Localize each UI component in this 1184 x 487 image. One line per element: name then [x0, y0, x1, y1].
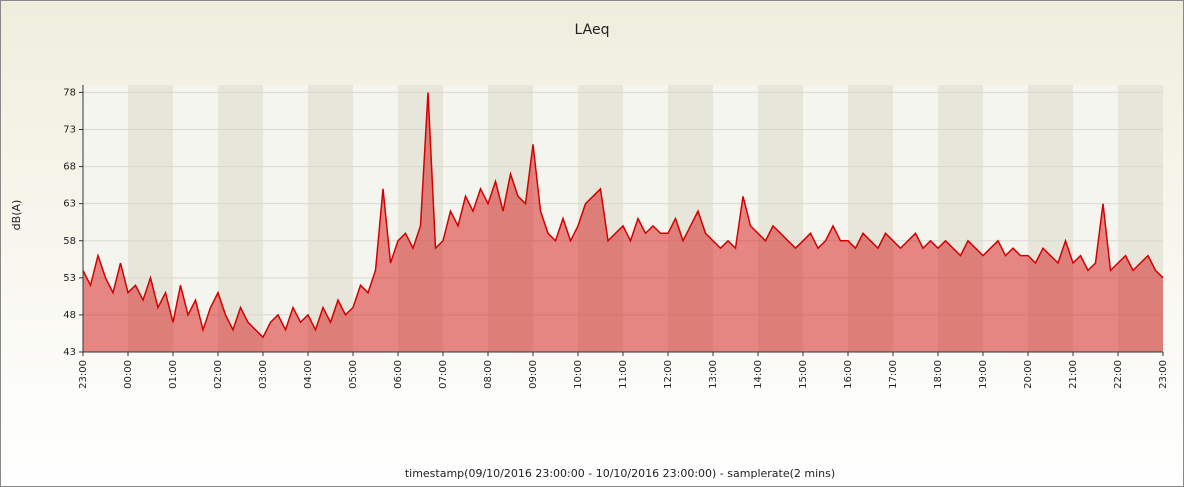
y-tick-label: 78: [63, 87, 76, 98]
hour-band: [308, 85, 353, 352]
x-tick-label: 00:00: [123, 360, 134, 389]
line: [82, 92, 1164, 339]
y-tick-label: 63: [63, 199, 76, 210]
y-tick-label: 68: [63, 162, 76, 173]
y-tick-label: 73: [63, 125, 76, 136]
y-tick-label: 48: [63, 310, 76, 321]
area: [83, 92, 1163, 353]
x-tick-label: 15:00: [798, 360, 809, 389]
x-tick-label: 18:00: [933, 360, 944, 389]
x-tick-label: 11:00: [618, 360, 629, 389]
x-tick-label: 13:00: [708, 360, 719, 389]
x-tick-label: 19:00: [978, 360, 989, 389]
x-tick-label: 07:00: [438, 360, 449, 389]
x-tick-label: 22:00: [1113, 360, 1124, 389]
x-tick-label: 01:00: [168, 360, 179, 389]
x-tick-label: 05:00: [348, 360, 359, 389]
x-tick-label: 23:00: [1158, 360, 1169, 389]
y-tick-label: 58: [63, 236, 76, 247]
y-tick-label: 43: [63, 347, 76, 358]
x-tick-label: 03:00: [258, 360, 269, 389]
x-tick-label: 06:00: [393, 360, 404, 389]
x-tick-label: 14:00: [753, 360, 764, 389]
x-tick-label: 23:00: [78, 360, 89, 389]
x-tick-label: 20:00: [1023, 360, 1034, 389]
x-axis-label: timestamp(09/10/2016 23:00:00 - 10/10/20…: [405, 467, 835, 480]
x-tick-label: 08:00: [483, 360, 494, 389]
x-tick-label: 21:00: [1068, 360, 1079, 389]
chart-title: LAeq: [575, 22, 610, 38]
x-tick-label: 04:00: [303, 360, 314, 389]
x-tick-label: 17:00: [888, 360, 899, 389]
x-tick-label: 16:00: [843, 360, 854, 389]
x-tick-label: 10:00: [573, 360, 584, 389]
y-tick-label: 53: [63, 273, 76, 284]
x-tick-label: 09:00: [528, 360, 539, 389]
y-axis-label: dB(A): [10, 200, 23, 231]
x-tick-label: 02:00: [213, 360, 224, 389]
x-tick-label: 12:00: [663, 360, 674, 389]
